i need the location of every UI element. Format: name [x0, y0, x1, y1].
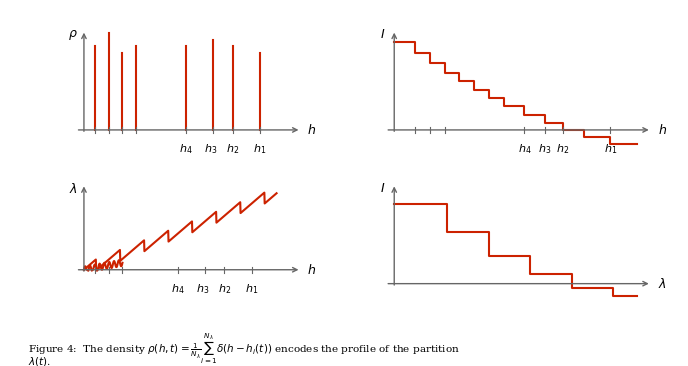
Text: $h_1$: $h_1$ — [603, 142, 617, 156]
Text: $h_1$: $h_1$ — [245, 282, 259, 296]
Text: $h$: $h$ — [307, 123, 316, 137]
Text: $h_4$: $h_4$ — [171, 282, 184, 296]
Text: $h_2$: $h_2$ — [217, 282, 231, 296]
Text: $I$: $I$ — [380, 29, 385, 41]
Text: $h$: $h$ — [658, 123, 667, 137]
Text: $h_1$: $h_1$ — [253, 142, 267, 156]
Text: Figure 4:  The density $\rho(h,t) = \frac{1}{N_\lambda} \sum_{i=1}^{N_\lambda} \: Figure 4: The density $\rho(h,t) = \frac… — [28, 331, 460, 366]
Text: $\lambda(t)$.: $\lambda(t)$. — [28, 355, 51, 366]
Text: $h_4$: $h_4$ — [517, 142, 531, 156]
Text: $h_3$: $h_3$ — [204, 142, 217, 156]
Text: $h_2$: $h_2$ — [226, 142, 239, 156]
Text: $h_3$: $h_3$ — [539, 142, 552, 156]
Text: $\lambda$: $\lambda$ — [69, 182, 77, 196]
Text: $\rho$: $\rho$ — [68, 29, 78, 42]
Text: $h_2$: $h_2$ — [557, 142, 570, 156]
Text: $I$: $I$ — [380, 182, 385, 195]
Text: $h$: $h$ — [307, 263, 316, 277]
Text: $h_3$: $h_3$ — [195, 282, 209, 296]
Text: $\lambda$: $\lambda$ — [658, 277, 666, 291]
Text: $h_4$: $h_4$ — [179, 142, 193, 156]
